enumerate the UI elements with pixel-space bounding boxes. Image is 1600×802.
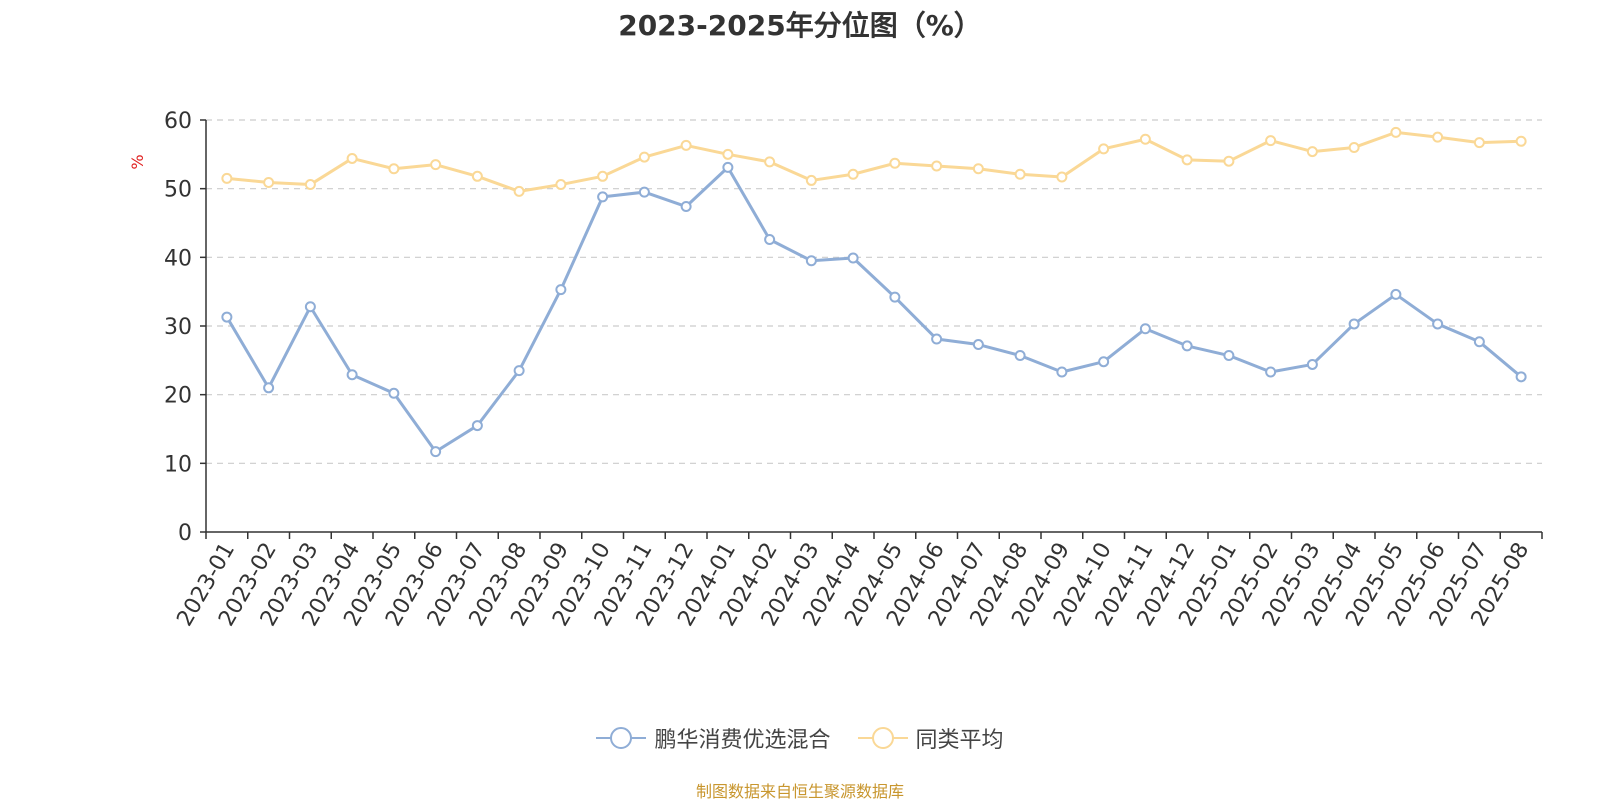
y-tick-label-4: 40 (164, 246, 192, 271)
series-0-point-18[interactable] (972, 339, 984, 351)
series-0-point-14[interactable] (805, 255, 817, 267)
series-0-point-26[interactable] (1306, 358, 1318, 370)
grid-lines (206, 119, 1542, 464)
chart-title: 2023-2025年分位图（%） (618, 9, 982, 42)
series-0-point-0[interactable] (221, 311, 233, 323)
series-0-point-22[interactable] (1139, 323, 1151, 335)
series-1-point-28[interactable] (1390, 126, 1402, 138)
series-0-point-24[interactable] (1223, 350, 1235, 362)
series-0-point-7[interactable] (513, 365, 525, 377)
series-1-point-26[interactable] (1306, 146, 1318, 158)
series-1-point-17[interactable] (931, 160, 943, 172)
series-1-point-24[interactable] (1223, 155, 1235, 167)
series-0-point-31[interactable] (1515, 371, 1527, 383)
series-line-0 (225, 165, 1523, 454)
series-1-point-8[interactable] (555, 179, 567, 191)
series-1-point-7[interactable] (513, 185, 525, 197)
series-0-point-20[interactable] (1056, 366, 1068, 378)
series-0-point-4[interactable] (388, 387, 400, 399)
series-0-point-12[interactable] (722, 161, 734, 173)
series-1-point-15[interactable] (847, 168, 859, 180)
series-1-point-3[interactable] (346, 152, 358, 164)
series-1-point-9[interactable] (597, 170, 609, 182)
series-1-point-29[interactable] (1432, 131, 1444, 143)
series (221, 126, 1527, 458)
series-0-point-8[interactable] (555, 284, 567, 296)
series-0-point-17[interactable] (931, 333, 943, 345)
series-0-point-25[interactable] (1265, 366, 1277, 378)
series-0-point-6[interactable] (471, 420, 483, 432)
legend-item-0[interactable]: 鹏华消费优选混合 (596, 722, 831, 754)
series-0-point-16[interactable] (889, 291, 901, 303)
y-tick-label-2: 20 (164, 384, 192, 409)
y-tick-label-3: 30 (164, 315, 192, 340)
series-1-point-0[interactable] (221, 172, 233, 184)
y-axis-unit-label: % (128, 154, 147, 169)
series-1-point-27[interactable] (1348, 141, 1360, 153)
series-0-point-30[interactable] (1473, 336, 1485, 348)
series-0-point-3[interactable] (346, 369, 358, 381)
series-0-point-21[interactable] (1098, 356, 1110, 368)
series-1-point-4[interactable] (388, 163, 400, 175)
line-chart: 01020304050602023-012023-022023-032023-0… (128, 109, 1543, 631)
series-1-point-31[interactable] (1515, 135, 1527, 147)
series-0-point-28[interactable] (1390, 288, 1402, 300)
y-tick-label-5: 50 (164, 178, 192, 203)
series-0-point-13[interactable] (764, 233, 776, 245)
series-0-point-1[interactable] (263, 382, 275, 394)
series-1-point-30[interactable] (1473, 137, 1485, 149)
series-1-point-11[interactable] (680, 139, 692, 151)
series-1-point-5[interactable] (430, 159, 442, 171)
series-0-point-11[interactable] (680, 201, 692, 213)
series-1-point-1[interactable] (263, 176, 275, 188)
series-1-point-13[interactable] (764, 156, 776, 168)
series-1-point-21[interactable] (1098, 143, 1110, 155)
y-tick-label-1: 10 (164, 452, 192, 477)
legend-label-0: 鹏华消费优选混合 (654, 728, 831, 753)
series-1-point-14[interactable] (805, 174, 817, 186)
axes: 01020304050602023-012023-022023-032023-0… (164, 109, 1543, 631)
series-1-point-16[interactable] (889, 157, 901, 169)
series-0-point-23[interactable] (1181, 340, 1193, 352)
series-0-point-27[interactable] (1348, 318, 1360, 330)
series-0-point-29[interactable] (1432, 318, 1444, 330)
series-1-point-6[interactable] (471, 170, 483, 182)
series-1-point-20[interactable] (1056, 171, 1068, 183)
series-1-point-18[interactable] (972, 163, 984, 175)
series-1-point-2[interactable] (304, 179, 316, 191)
source-note: 制图数据来自恒生聚源数据库 (695, 782, 904, 801)
series-0-point-5[interactable] (430, 446, 442, 458)
legend-swatch-0-icon (596, 727, 647, 749)
series-1-point-12[interactable] (722, 148, 734, 160)
legend-item-1[interactable]: 同类平均 (857, 722, 1004, 754)
legend-label-1: 同类平均 (915, 728, 1004, 753)
series-0-point-9[interactable] (597, 191, 609, 203)
series-1-point-25[interactable] (1265, 135, 1277, 147)
legend: 鹏华消费优选混合 同类平均 (0, 722, 1600, 756)
series-0-point-10[interactable] (638, 186, 650, 198)
series-0-point-2[interactable] (304, 301, 316, 313)
series-0-point-15[interactable] (847, 252, 859, 264)
y-tick-label-0: 0 (178, 521, 192, 546)
series-1-point-19[interactable] (1014, 168, 1026, 180)
series-1-point-23[interactable] (1181, 154, 1193, 166)
series-line-1 (226, 130, 1522, 193)
y-tick-label-6: 60 (164, 109, 192, 134)
series-1-point-10[interactable] (638, 151, 650, 163)
legend-swatch-1-icon (857, 727, 908, 749)
series-1-point-22[interactable] (1139, 133, 1151, 145)
series-0-point-19[interactable] (1014, 350, 1026, 362)
